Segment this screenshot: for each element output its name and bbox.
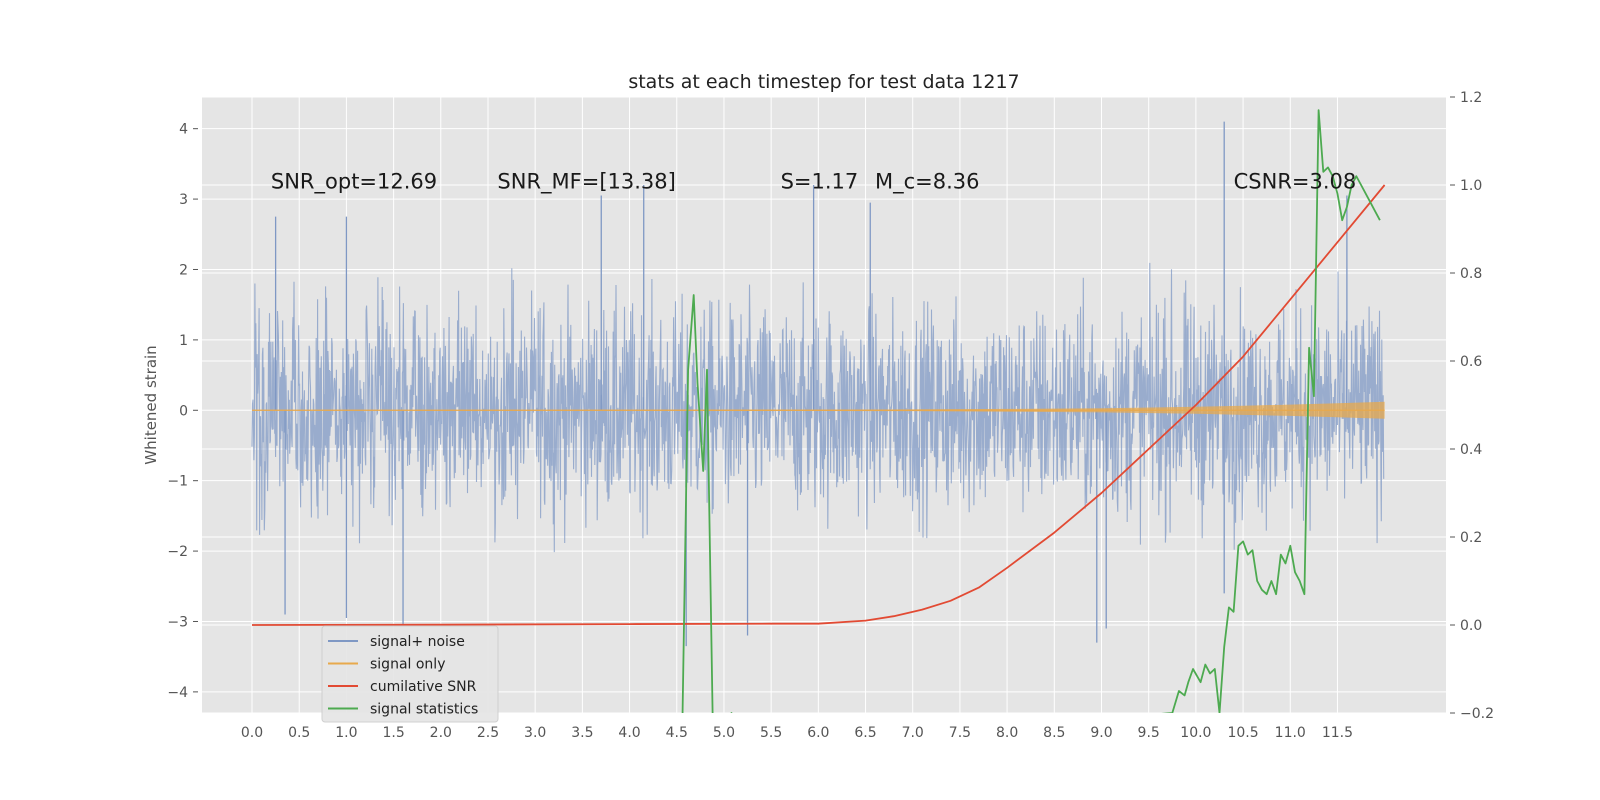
- y-tick-label: 2: [179, 262, 188, 278]
- x-tick-label: 3.0: [524, 725, 546, 741]
- legend-label: signal+ noise: [370, 634, 465, 650]
- y-tick-label: −4: [167, 685, 188, 701]
- x-tick-label: 6.5: [854, 725, 876, 741]
- x-tick-label: 7.0: [902, 725, 924, 741]
- stat-annotation: CSNR=3.08: [1234, 170, 1357, 194]
- legend-frame: [321, 625, 499, 723]
- x-tick-label: 7.5: [949, 725, 971, 741]
- x-tick-label: 9.5: [1138, 725, 1160, 741]
- x-tick-label: 4.5: [666, 725, 688, 741]
- x-tick-label: 11.0: [1275, 725, 1306, 741]
- y2-tick-label: 0.2: [1460, 530, 1482, 546]
- x-tick-label: 2.5: [477, 725, 499, 741]
- y-axis-label: Whitened strain: [142, 345, 160, 464]
- y-tick-label: 3: [179, 192, 188, 208]
- legend-label: signal statistics: [370, 702, 478, 718]
- y-tick-label: 0: [179, 403, 188, 419]
- x-tick-label: 8.5: [1043, 725, 1065, 741]
- y-tick-label: 1: [179, 333, 188, 349]
- x-tick-label: 1.0: [335, 725, 357, 741]
- x-tick-label: 0.0: [241, 725, 263, 741]
- right-axis-series: [251, 109, 1386, 713]
- y2-tick-label: −0.2: [1460, 706, 1494, 722]
- x-tick-label: 9.0: [1090, 725, 1112, 741]
- y-tick-label: −1: [167, 474, 188, 490]
- y2-tick-label: 0.0: [1460, 618, 1482, 634]
- y2-tick-label: 1.0: [1460, 178, 1482, 194]
- grid: [202, 96, 1446, 714]
- x-tick-label: 11.5: [1322, 725, 1353, 741]
- cumulative-snr-line: [251, 184, 1386, 626]
- x-tick-label: 5.5: [760, 725, 782, 741]
- y-tick-label: −3: [167, 614, 188, 630]
- x-tick-label: 3.5: [571, 725, 593, 741]
- stat-annotation: S=1.17: [781, 170, 859, 194]
- x-tick-label: 2.0: [430, 725, 452, 741]
- chart-title: stats at each timestep for test data 121…: [628, 71, 1019, 93]
- y-tick-label: 4: [179, 122, 188, 138]
- x-tick-label: 8.0: [996, 725, 1018, 741]
- x-tick-label: 0.5: [288, 725, 310, 741]
- x-tick-label: 10.5: [1227, 725, 1258, 741]
- annotations: SNR_opt=12.69 SNR_MF=[13.38] S=1.17 M_c=8.3…: [271, 170, 1356, 195]
- x-tick-label: 10.0: [1180, 725, 1211, 741]
- y2-tick-label: 0.4: [1460, 442, 1482, 458]
- y2-tick-label: 0.6: [1460, 354, 1482, 370]
- x-tick-label: 6.0: [807, 725, 829, 741]
- stat-annotation: SNR_opt=12.69: [271, 170, 437, 195]
- signal-statistics-line: [681, 109, 1381, 713]
- y-tick-label: −2: [167, 544, 188, 560]
- stat-annotation: M_c=8.36: [875, 170, 980, 195]
- axis-ticks: 0.0 0.5 1.0 1.5 2.0 2.5 3.0 3.5 4.0 4.5 5.0 5.5 6.0 6…: [167, 90, 1494, 741]
- x-tick-label: 4.0: [618, 725, 640, 741]
- x-tick-label: 1.5: [382, 725, 404, 741]
- stat-annotation: SNR_MF=[13.38]: [497, 170, 675, 195]
- legend-label: cumilative SNR: [370, 679, 477, 695]
- y2-tick-label: 1.2: [1460, 90, 1482, 106]
- y2-tick-label: 0.8: [1460, 266, 1482, 282]
- legend: signal+ noise signal only cumilative SNR si…: [321, 625, 499, 723]
- signal-only-series: [252, 401, 1385, 419]
- x-tick-label: 5.0: [713, 725, 735, 741]
- legend-label: signal only: [370, 657, 445, 673]
